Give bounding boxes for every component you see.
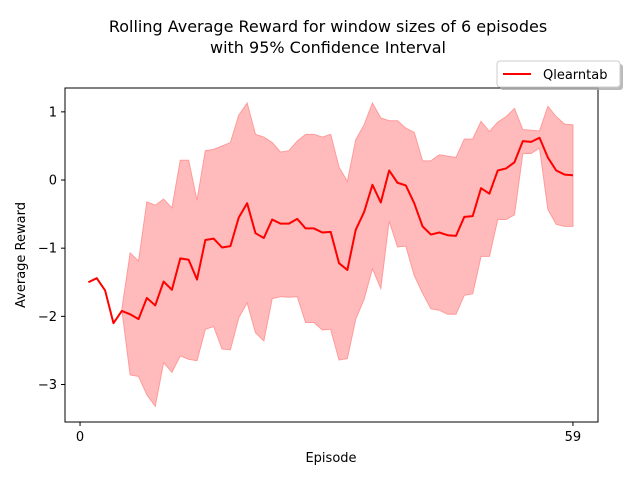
y-tick-label: 1 bbox=[49, 105, 57, 120]
series-line-qlearntab bbox=[87, 136, 574, 325]
confidence-band bbox=[121, 101, 574, 408]
y-tick-label: −1 bbox=[38, 242, 57, 257]
x-axis-label: Episode bbox=[305, 451, 356, 466]
legend-label-qlearntab: Qlearntab bbox=[543, 68, 607, 83]
legend-box bbox=[496, 60, 621, 88]
chart-title-line-2: with 95% Confidence Interval bbox=[210, 38, 446, 57]
chart-title-line-1: Rolling Average Reward for window sizes … bbox=[109, 17, 547, 36]
plot-frame bbox=[64, 87, 599, 423]
y-tick-label: −2 bbox=[38, 310, 57, 325]
confidence-band-layer bbox=[121, 101, 574, 408]
y-tick-label: 0 bbox=[49, 174, 57, 189]
y-tick-label: −3 bbox=[38, 378, 57, 393]
legend: Qlearntab bbox=[496, 60, 623, 90]
y-axis-label: Average Reward bbox=[14, 202, 29, 308]
y-tick-layer: −3 −2 −1 0 1 bbox=[38, 105, 65, 393]
x-tick-layer: 0 59 bbox=[76, 422, 581, 445]
series-line-layer bbox=[87, 136, 574, 325]
x-tick-label: 0 bbox=[76, 430, 84, 445]
x-tick-label: 59 bbox=[565, 430, 582, 445]
